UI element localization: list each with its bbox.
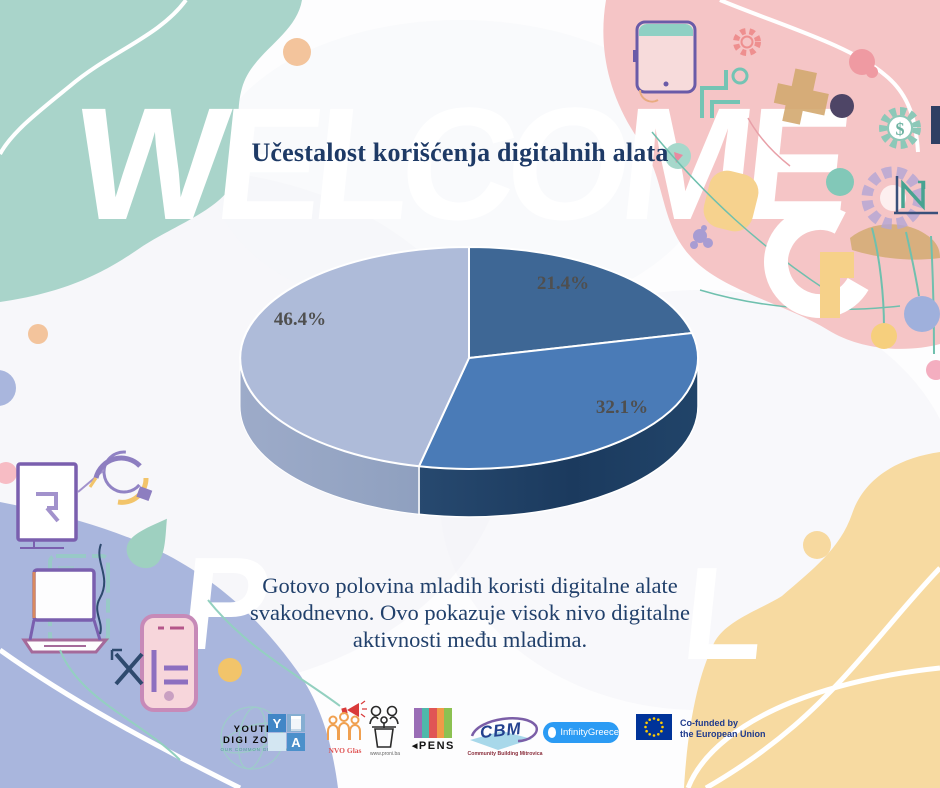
teal-dot <box>826 168 854 196</box>
teal-curve <box>207 599 341 707</box>
logo-proni: www.proni.ba <box>362 703 408 763</box>
pie-slice-32 <box>418 332 699 470</box>
yellow-blob <box>684 452 940 788</box>
logo-nvo-glas: NVO Glas <box>323 700 367 762</box>
caption-line-2: svakodnevno. Ovo pokazuje visok nivo dig… <box>250 600 690 625</box>
gear-icon <box>733 28 761 56</box>
navy-squiggle <box>96 543 106 635</box>
stripe <box>444 708 452 738</box>
pie-slice-21 <box>468 246 694 359</box>
yellow-dot <box>871 323 897 349</box>
pink-dot <box>0 462 17 484</box>
ya-cell-blank <box>268 733 286 751</box>
cbm-swoosh-icon <box>470 717 539 750</box>
yellow-dot <box>803 531 831 559</box>
periwinkle-white-curve <box>0 647 242 788</box>
hanging-strings <box>871 227 935 355</box>
teal-blob <box>0 0 302 302</box>
logo-pens: ◀PENS <box>412 708 458 752</box>
pie-label-46: 46.4% <box>274 309 326 330</box>
droplet-icon <box>126 518 167 569</box>
people-megaphone-icon <box>327 700 367 740</box>
ya-cell-y: Y <box>268 714 286 732</box>
eu-line2: the European Union <box>680 729 766 739</box>
tablet-icon <box>633 20 697 103</box>
periwinkle-dot <box>0 370 16 406</box>
cross-arrows-icon <box>110 648 144 686</box>
stripe <box>436 708 445 738</box>
teal-curve <box>59 649 181 761</box>
yellow-tetris-shape <box>820 252 854 318</box>
stripe <box>421 708 430 738</box>
caption-line-3: aktivnosti među mladima. <box>352 627 588 652</box>
logo-cbm: CBM Community Building Mitrovica <box>468 710 542 760</box>
list-icon <box>151 650 188 692</box>
ya-cell-doc <box>287 714 305 732</box>
dark-purple-dot <box>830 94 854 118</box>
thin-line <box>747 117 791 167</box>
laptop-icon <box>21 568 110 654</box>
pink-dot <box>926 360 940 380</box>
pie-chart: 21.4% 32.1% 46.4% <box>239 246 699 518</box>
pens-mark: ◀ <box>412 743 419 750</box>
periwinkle-dot <box>904 296 940 332</box>
navy-bar <box>931 106 940 144</box>
stripe <box>414 708 422 738</box>
pens-stripes <box>414 708 452 738</box>
podium-people-icon <box>369 705 399 748</box>
dollar-gear-icon: $ <box>879 107 921 149</box>
caption-line-1: Gotovo polovina mladih koristi digitalne… <box>262 573 678 598</box>
circuit-icon <box>700 67 749 118</box>
pens-wordmark: ◀PENS <box>412 740 458 752</box>
yellow-blob-small <box>703 170 759 232</box>
document-icon <box>291 715 301 731</box>
yellow-white-curve-1 <box>704 566 940 788</box>
ydz-line1: YOUTH <box>233 724 275 735</box>
logo-infinity-greece: InfinityGreece <box>543 722 619 743</box>
eu-flag-icon <box>636 714 672 740</box>
pie-slice-46 <box>239 246 470 468</box>
infinity-name: InfinityGreece <box>560 727 619 738</box>
monitor-cursor-icon <box>16 462 105 549</box>
purple-gear-icon <box>861 166 925 230</box>
logo-ya: Y A <box>268 714 306 752</box>
ydz-text: YOUTH DIGI ZONE OUR COMMON GROUND <box>200 724 308 752</box>
eu-line1: Co-funded by <box>680 718 738 728</box>
peach-dot <box>28 324 48 344</box>
proni-url: www.proni.ba <box>369 751 400 757</box>
svg-text:$: $ <box>896 119 905 139</box>
soft-gray-blob <box>210 20 710 320</box>
pie-label-21: 21.4% <box>537 273 589 294</box>
ya-cell-a: A <box>287 733 305 751</box>
white-ring <box>764 206 876 318</box>
puzzle-shape <box>773 68 829 125</box>
page-title: Učestalost korišćenja digitalnih alata <box>251 138 669 167</box>
purple-splat <box>690 225 713 249</box>
teal-blob-white-curve <box>0 0 188 155</box>
cbm-tagline: Community Building Mitrovica <box>467 751 543 757</box>
pens-name: PENS <box>418 740 455 752</box>
pie-label-32: 32.1% <box>596 397 648 418</box>
eu-text: Co-funded by the European Union <box>680 714 766 740</box>
pink-splotch <box>849 49 878 78</box>
sync-arrows-icon <box>88 455 153 505</box>
ydz-line2: DIGI ZONE <box>222 735 286 746</box>
infinity-dot-icon <box>548 727 557 738</box>
chart-line-icon <box>894 176 938 215</box>
thin-line <box>651 131 849 305</box>
yellow-dot <box>218 658 242 682</box>
ydz-tagline: OUR COMMON GROUND <box>220 747 288 752</box>
logo-eu-cofunded: Co-funded by the European Union <box>636 714 766 748</box>
peach-dot <box>283 38 311 66</box>
yellow-white-curve-2 <box>685 665 940 788</box>
nvo-name: NVO Glas <box>328 746 362 755</box>
caption-text: Gotovo polovina mladih koristi digitalne… <box>3 572 937 653</box>
stripe <box>429 708 437 738</box>
